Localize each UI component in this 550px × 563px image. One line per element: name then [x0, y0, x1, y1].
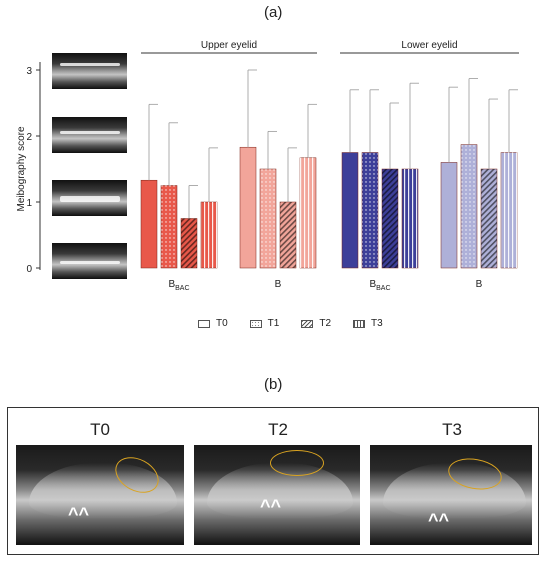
panel-b-label: (b) — [264, 376, 283, 393]
meibography-thumbnail-score-3 — [52, 53, 127, 89]
bar-pattern-group2-t3 — [300, 157, 316, 268]
section-label-upper: Upper eyelid — [201, 40, 257, 51]
legend-item-t1: T1 — [249, 318, 280, 329]
arrowhead-marker: ^^ — [428, 510, 450, 530]
meibography-photo-t2: ^^ — [194, 445, 360, 545]
arrowhead-marker: ^^ — [260, 496, 282, 516]
bar-pattern-group3-t1 — [362, 152, 378, 268]
bar-group3-t0 — [341, 152, 359, 269]
legend-swatch-t0 — [198, 319, 210, 328]
legend-swatch-t3 — [353, 319, 366, 328]
arrowhead-marker: ^^ — [68, 504, 90, 524]
meibography-bar-chart: 0 1 2 3 Meibography score BBAC B BBAC B Upper eye… — [16, 40, 519, 292]
y-tick-label: 2 — [26, 132, 32, 143]
bar-pattern-group1-t1 — [161, 185, 177, 268]
legend-item-t3: T3 — [353, 318, 383, 329]
bar-group4-t0 — [440, 162, 458, 269]
legend-label-t3: T3 — [371, 318, 383, 329]
x-group-label: BBAC — [369, 279, 390, 292]
legend-item-t0: T0 — [198, 318, 228, 329]
y-axis-label: Meibography score — [16, 126, 27, 211]
bar-pattern-group3-t3 — [402, 169, 418, 268]
legend: T0 T1 T2 T3 — [198, 318, 383, 329]
bar-group2-t0 — [239, 146, 257, 269]
photo-title-t3: T3 — [442, 420, 462, 439]
bar-pattern-group2-t2 — [280, 202, 296, 268]
legend-swatch-t2 — [301, 319, 314, 328]
meibography-photo-t0: ^^ — [16, 445, 184, 545]
meibography-thumbnail-score-0 — [52, 243, 127, 279]
legend-label-t1: T1 — [267, 318, 280, 329]
bar-pattern-group3-t2 — [382, 169, 398, 268]
legend-label-t2: T2 — [319, 318, 332, 329]
highlight-ellipse — [270, 450, 324, 476]
meibography-photo-t3: ^^ — [370, 445, 532, 545]
legend-item-t2: T2 — [301, 318, 331, 329]
x-group-label: B — [275, 279, 282, 290]
legend-swatch-t1 — [249, 319, 262, 328]
panel-b-photos: T0 T2 T3 ^^ ^^ ^^ — [7, 407, 539, 555]
section-label-lower: Lower eyelid — [401, 40, 457, 51]
y-tick-label: 0 — [26, 264, 32, 275]
bar-pattern-group4-t1 — [461, 144, 477, 268]
photo-title-t2: T2 — [268, 420, 288, 439]
photo-title-t0: T0 — [90, 420, 110, 439]
y-tick-label: 1 — [26, 198, 32, 209]
bar-pattern-group1-t2 — [181, 218, 197, 268]
legend-label-t0: T0 — [216, 318, 228, 329]
x-group-label: BBAC — [168, 279, 189, 292]
meibography-thumbnail-score-1 — [52, 180, 127, 216]
panel-a-label: (a) — [264, 4, 283, 21]
x-group-label: B — [476, 279, 483, 290]
bar-pattern-group4-t3 — [501, 152, 517, 268]
bar-pattern-group2-t1 — [260, 169, 276, 268]
meibography-thumbnail-score-2 — [52, 117, 127, 153]
bar-pattern-group4-t2 — [481, 169, 497, 268]
bar-group1-t0 — [140, 179, 158, 269]
y-tick-label: 3 — [26, 66, 32, 77]
bar-pattern-group1-t3 — [201, 202, 217, 268]
